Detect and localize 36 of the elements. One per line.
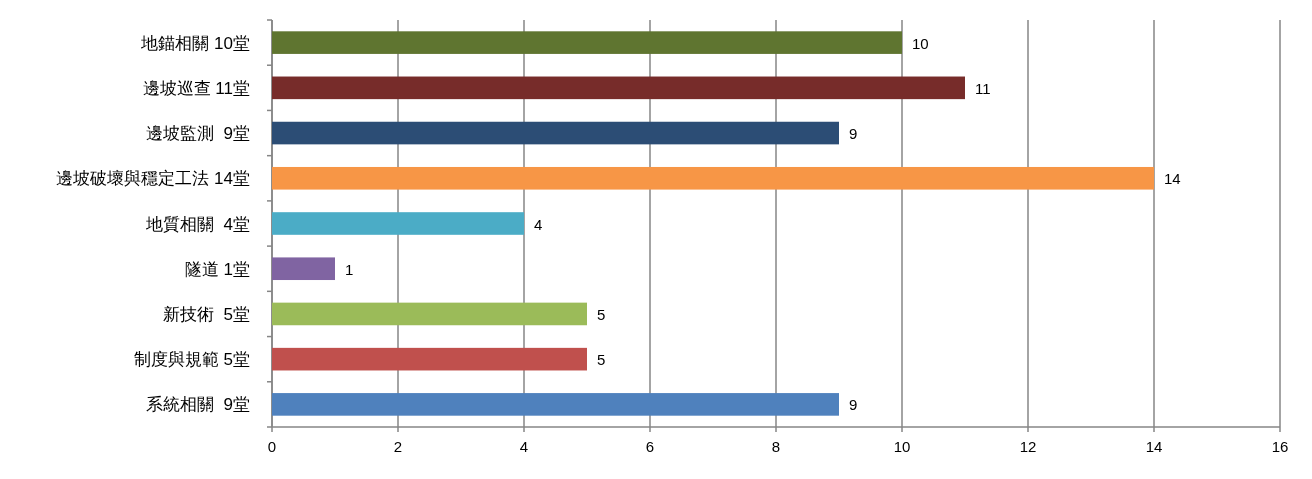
bar xyxy=(272,257,335,281)
x-tick-label: 2 xyxy=(393,438,403,455)
y-tick-label: 新技術 5堂 xyxy=(163,304,250,324)
bar xyxy=(272,76,965,100)
bar xyxy=(272,166,1154,190)
data-label: 10 xyxy=(912,34,929,52)
x-tick-label: 10 xyxy=(893,438,911,455)
data-label: 4 xyxy=(534,215,543,233)
y-tick-label: 地錨相關 10堂 xyxy=(140,33,250,53)
y-tick-label: 邊坡破壞與穩定工法 14堂 xyxy=(56,169,250,189)
x-tick-label: 0 xyxy=(267,438,277,455)
x-tick-label: 14 xyxy=(1145,438,1163,455)
y-tick-label: 邊坡巡查 11堂 xyxy=(142,78,250,98)
bar xyxy=(272,31,902,54)
bar xyxy=(272,302,587,326)
x-tick-label: 12 xyxy=(1019,438,1037,455)
bar xyxy=(272,347,587,371)
bar xyxy=(272,393,839,416)
y-tick-label: 系統相關 9堂 xyxy=(146,395,250,415)
bar xyxy=(272,121,839,145)
y-tick-label: 隧道 1堂 xyxy=(184,259,250,279)
data-label: 5 xyxy=(597,351,606,369)
data-label: 5 xyxy=(597,305,606,323)
data-label: 11 xyxy=(975,79,991,97)
x-tick-label: 6 xyxy=(645,438,655,455)
y-tick-label: 邊坡監測 9堂 xyxy=(146,124,250,144)
data-label: 14 xyxy=(1164,170,1181,188)
data-label: 1 xyxy=(345,260,354,278)
y-tick-label: 制度與規範 5堂 xyxy=(133,350,250,370)
data-label: 9 xyxy=(849,396,858,414)
y-tick-label: 地質相關 4堂 xyxy=(145,214,250,234)
x-tick-label: 16 xyxy=(1271,438,1289,455)
data-label: 9 xyxy=(849,125,858,143)
bar xyxy=(272,212,524,235)
x-tick-label: 8 xyxy=(771,438,781,455)
x-tick-label: 4 xyxy=(519,438,529,455)
